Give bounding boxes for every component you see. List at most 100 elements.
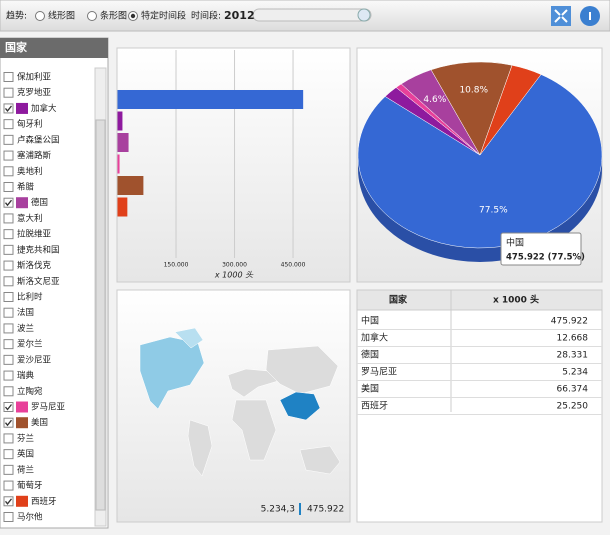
slider[interactable] bbox=[252, 8, 372, 22]
checkbox[interactable] bbox=[3, 229, 14, 240]
expand-icon[interactable] bbox=[551, 6, 571, 26]
pie-slice bbox=[479, 64, 542, 156]
checkbox[interactable] bbox=[3, 480, 14, 491]
checkbox[interactable] bbox=[3, 386, 14, 397]
checkbox[interactable] bbox=[3, 150, 14, 161]
checkbox[interactable] bbox=[3, 496, 14, 507]
table-cell: 中国 bbox=[361, 315, 379, 327]
checkbox[interactable] bbox=[3, 292, 14, 302]
check-mark bbox=[4, 498, 13, 505]
pie-label: 4.6% bbox=[423, 95, 446, 105]
country-label: 爱尔兰 bbox=[17, 339, 43, 350]
check-mark bbox=[4, 419, 13, 427]
period-value: 2012 bbox=[224, 9, 255, 22]
country-label: 保加利亚 bbox=[17, 72, 52, 83]
country-label: 德国 bbox=[31, 197, 48, 208]
country-label: 塞浦路斯 bbox=[17, 150, 52, 161]
greenland bbox=[174, 327, 204, 349]
map-legend-max: 475.922 bbox=[307, 505, 344, 515]
tooltip-title: 中国 bbox=[506, 237, 524, 249]
country-label: 英国 bbox=[17, 449, 34, 460]
country-label: 匈牙利 bbox=[17, 119, 43, 130]
south-america bbox=[187, 419, 213, 477]
check-mark bbox=[4, 404, 13, 411]
expand-glyph bbox=[554, 9, 568, 23]
map-legend-bar bbox=[299, 503, 301, 515]
country-label: 立陶宛 bbox=[17, 386, 43, 397]
x-tick-label: 150.000 bbox=[164, 262, 189, 269]
radio[interactable] bbox=[87, 11, 97, 21]
pie-slice bbox=[430, 61, 513, 156]
country-label: 美国 bbox=[31, 417, 48, 428]
china bbox=[279, 391, 321, 421]
checkbox[interactable] bbox=[3, 323, 14, 334]
scroll-thumb[interactable] bbox=[95, 119, 106, 511]
country-label: 加拿大 bbox=[31, 103, 57, 114]
checkbox[interactable] bbox=[3, 197, 14, 208]
europe bbox=[227, 368, 279, 398]
country-label: 拉脱维亚 bbox=[17, 229, 52, 240]
checkbox[interactable] bbox=[3, 339, 14, 350]
swatch bbox=[16, 401, 28, 413]
country-label: 意大利 bbox=[17, 213, 43, 224]
checkbox[interactable] bbox=[3, 354, 14, 365]
checkbox[interactable] bbox=[3, 103, 14, 114]
checkbox[interactable] bbox=[3, 402, 14, 412]
table-cell: 西班牙 bbox=[361, 400, 388, 412]
table-cell: 美国 bbox=[361, 383, 379, 395]
checkbox[interactable] bbox=[3, 182, 14, 192]
table-panel bbox=[356, 289, 603, 523]
bar bbox=[117, 197, 128, 217]
checkbox[interactable] bbox=[3, 119, 14, 130]
checkbox[interactable] bbox=[3, 370, 14, 381]
bar bbox=[117, 176, 144, 195]
radio[interactable] bbox=[35, 11, 45, 21]
table-cell: 25.250 bbox=[557, 402, 589, 412]
country-title: 国家 bbox=[5, 40, 28, 54]
country-label: 爱沙尼亚 bbox=[17, 355, 52, 365]
country-label: 芬兰 bbox=[17, 433, 34, 444]
table-cell: 5.234 bbox=[562, 368, 588, 378]
check-mark bbox=[4, 199, 13, 207]
checkbox[interactable] bbox=[3, 417, 14, 428]
table-header-cell: x 1000 头 bbox=[493, 294, 539, 306]
bar bbox=[117, 133, 129, 152]
checkbox[interactable] bbox=[3, 213, 14, 224]
info-glyph bbox=[589, 12, 591, 20]
checkbox[interactable] bbox=[3, 464, 14, 475]
table-cell: 加拿大 bbox=[361, 332, 388, 344]
table-cell: 28.331 bbox=[557, 351, 589, 361]
checkbox[interactable] bbox=[3, 449, 14, 460]
bar bbox=[117, 90, 304, 109]
country-label: 马尔他 bbox=[17, 512, 43, 523]
radio-label: 线形图 bbox=[48, 10, 75, 22]
slider-handle[interactable] bbox=[357, 8, 371, 22]
table-header-cell: 国家 bbox=[389, 294, 408, 306]
checkbox[interactable] bbox=[3, 72, 14, 82]
checkbox[interactable] bbox=[3, 260, 14, 271]
checkbox[interactable] bbox=[3, 433, 14, 444]
country-label: 比利时 bbox=[17, 292, 43, 303]
period-label: 时间段: bbox=[191, 10, 221, 22]
country-header bbox=[0, 38, 108, 58]
checkbox[interactable] bbox=[3, 134, 14, 145]
checkbox[interactable] bbox=[3, 276, 14, 287]
radio-label: 特定时间段 bbox=[141, 10, 186, 22]
swatch bbox=[16, 197, 28, 209]
world-map bbox=[139, 327, 341, 477]
africa bbox=[231, 399, 277, 461]
checkbox[interactable] bbox=[3, 512, 14, 522]
map-legend-min: 5.234,3 bbox=[261, 505, 295, 515]
table-cell: 66.374 bbox=[557, 385, 589, 395]
checkbox[interactable] bbox=[3, 87, 14, 98]
swatch bbox=[16, 417, 28, 429]
checkbox[interactable] bbox=[3, 166, 14, 177]
checkbox[interactable] bbox=[3, 244, 14, 255]
bar-panel bbox=[116, 47, 351, 283]
country-panel bbox=[0, 37, 109, 529]
country-label: 斯洛伐克 bbox=[17, 260, 52, 271]
checkbox[interactable] bbox=[3, 307, 14, 318]
x-tick-label: 300.000 bbox=[222, 262, 247, 269]
